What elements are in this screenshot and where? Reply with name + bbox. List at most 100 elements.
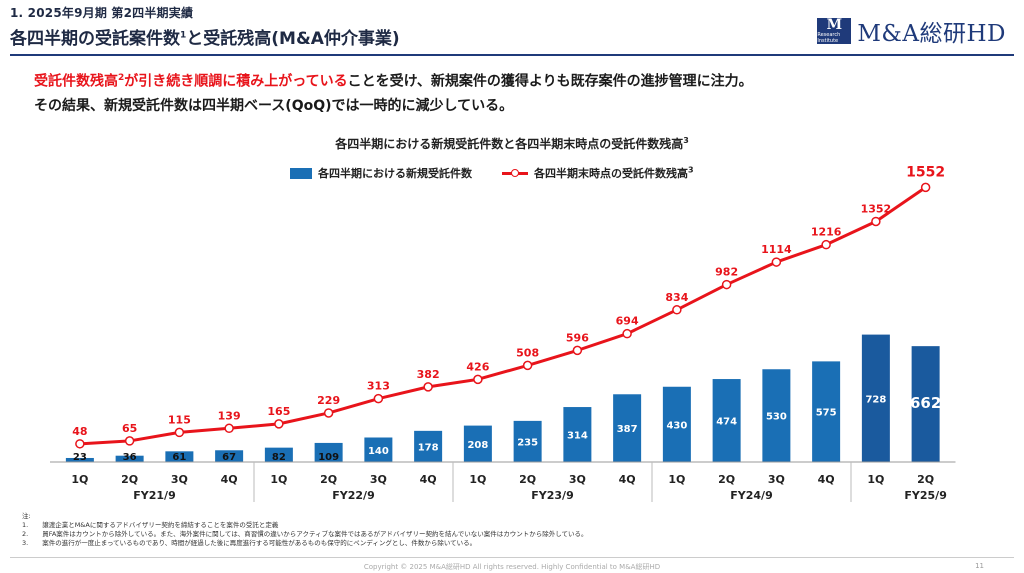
- bar-data-label: 235: [517, 437, 538, 448]
- bar-data-label: 82: [272, 452, 286, 463]
- line-point-backlog: [323, 408, 334, 418]
- footnote-1: 1. 譲渡企業とM&Aに関するアドバイザリー契約を締結することを案件の受託と定義: [22, 521, 588, 530]
- bar-data-label: 208: [467, 440, 488, 451]
- line-point-backlog: [174, 427, 185, 438]
- lead-highlight-a: 受託件数残高: [34, 73, 118, 90]
- bar-new-contracts: [414, 430, 443, 462]
- x-tick-label: 2Q: [519, 473, 536, 486]
- bar-new-contracts: [662, 386, 691, 462]
- x-tick-label: 3Q: [370, 473, 387, 486]
- lead-text: 受託件数残高2が引き続き順調に積み上がっていることを受け、新規案件の獲得よりも既…: [34, 66, 753, 118]
- chart-title-text: 各四半期における新規受託件数と各四半期末時点の受託件数残高: [335, 137, 684, 151]
- x-group-label: FY25/9: [904, 489, 946, 502]
- x-tick-label: 4Q: [818, 473, 835, 486]
- line-point-backlog: [622, 328, 632, 339]
- bar-data-label: 530: [766, 412, 787, 423]
- line-point-backlog: [920, 182, 931, 193]
- line-point-backlog: [423, 382, 433, 392]
- bar-new-contracts: [812, 361, 841, 462]
- footnote-3: 3. 案件の進行が一度止まっているものであり、時間が経過した後に再度進行する可能性…: [22, 539, 588, 548]
- x-tick-label: 1Q: [270, 473, 287, 486]
- legend-bar-label: 各四半期における新規受託件数: [318, 167, 472, 180]
- logo-mark: M Research Institute: [817, 17, 852, 44]
- line-point-backlog: [373, 393, 384, 404]
- bar-data-label: 728: [865, 394, 886, 405]
- line-point-backlog: [124, 436, 135, 446]
- footnote-1-num: 1.: [22, 521, 29, 529]
- x-tick-label: 1Q: [71, 473, 88, 486]
- line-data-label: 115: [168, 413, 191, 426]
- legend-line-label: 各四半期末時点の受託件数残高3: [534, 165, 694, 181]
- bar-new-contracts: [364, 437, 393, 462]
- legend-line-footnote-ref: 3: [688, 165, 694, 175]
- footnote-1-text: 譲渡企業とM&Aに関するアドバイザリー契約を締結することを案件の受託と定義: [42, 521, 279, 529]
- line-data-label: 313: [367, 380, 390, 393]
- line-data-label: 165: [267, 405, 290, 418]
- line-data-label: 382: [417, 368, 440, 381]
- title-divider: [10, 54, 1014, 56]
- footnote-3-text: 案件の進行が一度止まっているものであり、時間が経過した後に再度進行する可能性があ…: [42, 539, 477, 547]
- line-point-backlog: [473, 374, 483, 385]
- line-point-backlog: [75, 439, 85, 449]
- footnote-2-num: 2.: [22, 530, 29, 538]
- x-group-label: FY24/9: [730, 489, 772, 502]
- logo-mark-subtext: Research Institute: [817, 32, 841, 44]
- bar-data-label: 67: [222, 452, 236, 463]
- legend-bar-swatch: [290, 167, 312, 179]
- chart-title: 各四半期における新規受託件数と各四半期末時点の受託件数残高3: [0, 135, 1024, 152]
- x-tick-label: 3Q: [768, 473, 785, 486]
- bar-new-contracts: [712, 379, 741, 462]
- x-tick-label: 4Q: [619, 473, 636, 486]
- bar-data-label: 178: [418, 442, 439, 453]
- x-tick-label: 2Q: [320, 473, 337, 486]
- bar-data-label: 314: [567, 431, 588, 442]
- line-data-label: 694: [616, 315, 639, 328]
- bar-new-contracts: [215, 450, 244, 462]
- line-data-label: 1552: [906, 164, 945, 180]
- bar-new-contracts: [563, 407, 592, 462]
- line-point-backlog: [721, 279, 732, 290]
- section-label: 1. 2025年9月期 第2四半期実績: [10, 6, 194, 20]
- lead-line-2: その結果、新規受託件数は四半期ベース(QoQ)では一時的に減少している。: [34, 97, 514, 114]
- x-tick-label: 3Q: [569, 473, 586, 486]
- line-point-backlog: [224, 423, 234, 434]
- legend-line-swatch: [502, 168, 528, 179]
- bar-new-contracts: [911, 346, 940, 462]
- bar-new-contracts: [264, 447, 293, 462]
- logo-text: M&A総研HD: [857, 21, 1006, 47]
- legend-line-label-text: 各四半期末時点の受託件数残高: [534, 167, 688, 180]
- bar-new-contracts: [463, 425, 492, 462]
- bar-new-contracts: [165, 451, 194, 462]
- bar-new-contracts: [861, 334, 890, 462]
- x-tick-label: 4Q: [221, 473, 238, 486]
- line-data-label: 596: [566, 331, 589, 344]
- line-backlog: [79, 186, 927, 446]
- line-point-backlog: [572, 345, 583, 356]
- x-group-label: FY21/9: [133, 489, 175, 502]
- line-data-label: 508: [516, 346, 539, 359]
- line-point-backlog: [274, 419, 284, 429]
- bar-new-contracts: [513, 420, 542, 462]
- line-data-label: 426: [466, 360, 489, 373]
- x-tick-label: 1Q: [867, 473, 884, 486]
- line-data-label: 1216: [811, 226, 842, 239]
- page-title: 各四半期の受託案件数1と受託残高(M&A仲介事業): [10, 24, 400, 49]
- line-data-label: 139: [218, 409, 241, 422]
- line-point-backlog: [821, 239, 831, 250]
- lead-footnote-ref: 2: [118, 73, 125, 83]
- lead-line-1-rest: ことを受け、新規案件の獲得よりも既存案件の進捗管理に注力。: [347, 73, 753, 90]
- line-data-label: 229: [317, 394, 340, 407]
- bar-new-contracts: [314, 442, 343, 462]
- lead-highlight-b: が引き続き順調に積み上がっている: [124, 73, 348, 90]
- x-tick-label: 2Q: [718, 473, 735, 486]
- bar-data-label: 474: [716, 417, 737, 428]
- company-logo: M Research Institute M&A総研HD: [817, 14, 1006, 48]
- page-title-rest: と受託残高(M&A仲介事業): [186, 29, 400, 49]
- bar-new-contracts: [762, 369, 791, 462]
- x-tick-label: 3Q: [171, 473, 188, 486]
- bar-data-label: 23: [73, 452, 87, 463]
- x-tick-label: 2Q: [121, 473, 138, 486]
- logo-mark-letter: M: [826, 17, 843, 33]
- bar-data-label: 61: [172, 452, 186, 463]
